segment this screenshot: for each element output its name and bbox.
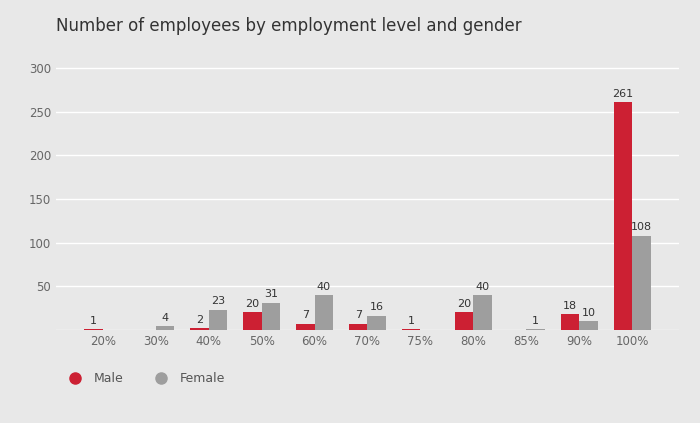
Text: 40: 40 (317, 282, 331, 291)
Bar (314, 295, 333, 330)
Bar (243, 313, 262, 330)
Text: 16: 16 (370, 302, 384, 313)
Text: 31: 31 (264, 289, 278, 299)
Bar (473, 295, 492, 330)
Bar (190, 328, 209, 330)
Text: 4: 4 (162, 313, 169, 323)
Bar (526, 329, 545, 330)
Bar (349, 324, 368, 330)
Text: 10: 10 (582, 308, 596, 318)
Bar (561, 314, 579, 330)
Bar (455, 313, 473, 330)
Bar (614, 102, 632, 330)
Text: 7: 7 (302, 310, 309, 320)
Text: 40: 40 (475, 282, 490, 291)
Text: 20: 20 (245, 299, 260, 309)
Bar (296, 324, 314, 330)
Legend: Male, Female: Male, Female (62, 373, 225, 385)
Text: 261: 261 (612, 89, 634, 99)
Text: 1: 1 (407, 316, 414, 326)
Bar (156, 327, 174, 330)
Bar (262, 303, 280, 330)
Text: Number of employees by employment level and gender: Number of employees by employment level … (56, 17, 522, 35)
Text: 1: 1 (90, 316, 97, 326)
Bar (402, 329, 421, 330)
Text: 23: 23 (211, 297, 225, 306)
Text: 20: 20 (457, 299, 471, 309)
Text: 1: 1 (532, 316, 539, 326)
Bar (368, 316, 386, 330)
Bar (632, 236, 651, 330)
Text: 2: 2 (196, 315, 203, 325)
Text: 108: 108 (631, 222, 652, 232)
Bar (84, 329, 103, 330)
Text: 18: 18 (563, 301, 577, 311)
Bar (579, 321, 598, 330)
Bar (209, 310, 228, 330)
Text: 7: 7 (355, 310, 362, 320)
